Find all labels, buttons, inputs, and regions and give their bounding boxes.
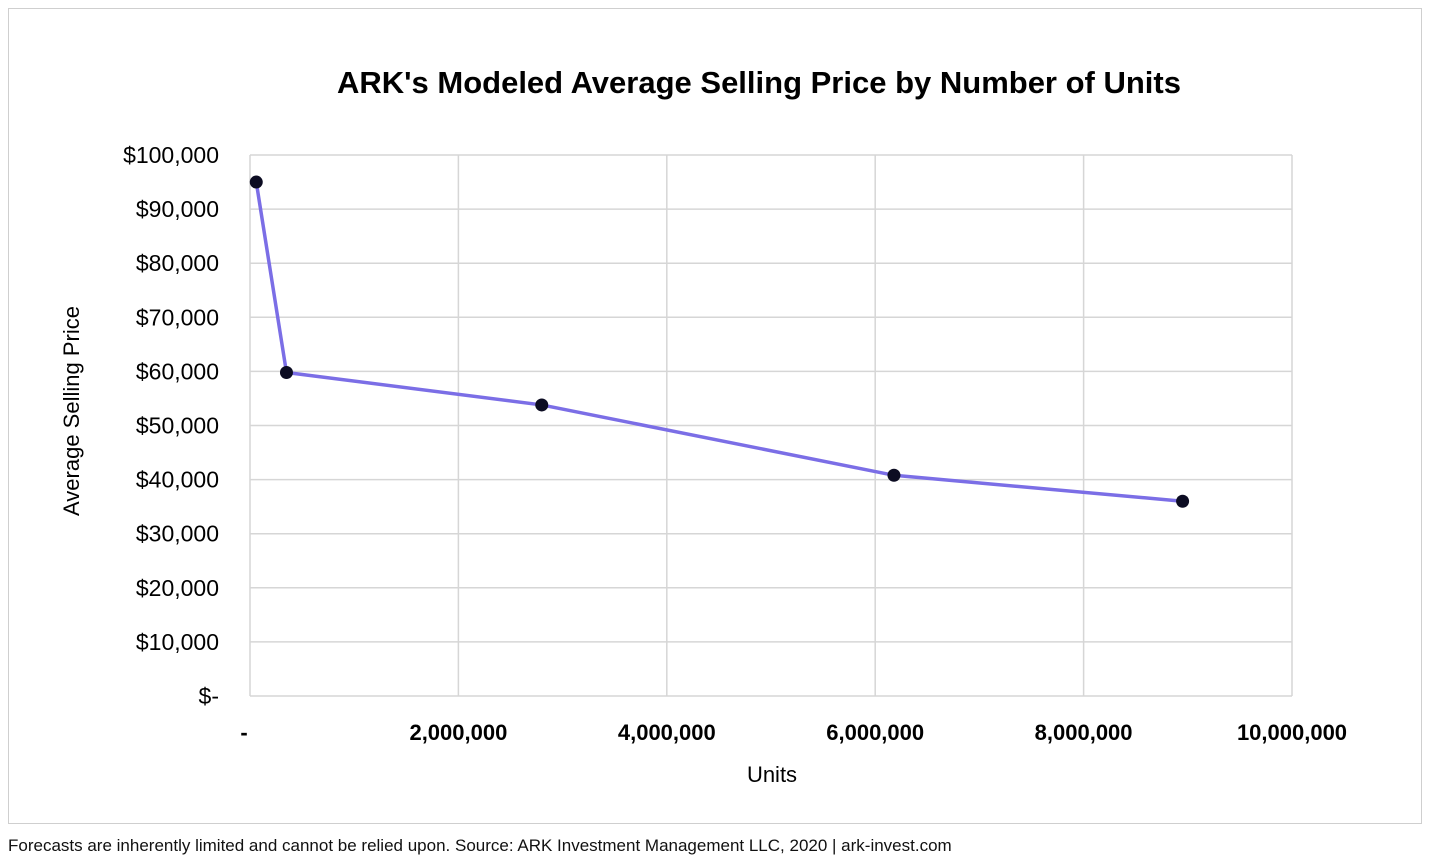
y-tick-label: $80,000 (136, 250, 219, 276)
x-tick-label: 6,000,000 (826, 720, 924, 745)
x-tick-label: 10,000,000 (1237, 720, 1347, 745)
data-point (535, 398, 549, 412)
data-point (887, 468, 901, 482)
x-tick-label: 4,000,000 (618, 720, 716, 745)
y-tick-label: $30,000 (136, 521, 219, 547)
x-axis-ticks: - 2,000,000 4,000,000 6,000,000 8,000,000 10,… (240, 720, 1347, 745)
y-tick-label: $60,000 (136, 358, 219, 384)
data-point (1176, 494, 1190, 508)
y-tick-label: $70,000 (136, 304, 219, 330)
x-tick-label: 2,000,000 (409, 720, 507, 745)
footer-note: Forecasts are inherently limited and can… (8, 836, 952, 855)
y-axis-ticks: $- $10,000 $20,000 $30,000 $40,000 $50,000 $60… (123, 142, 219, 709)
grid (249, 154, 1293, 697)
y-tick-label: $90,000 (136, 196, 219, 222)
chart-frame (8, 8, 1422, 824)
y-tick-label: $10,000 (136, 629, 219, 655)
x-tick-label: - (240, 720, 247, 745)
data-point (249, 175, 263, 189)
y-tick-label: $50,000 (136, 413, 219, 439)
y-tick-label: $100,000 (123, 142, 219, 168)
y-tick-label: $- (199, 683, 219, 709)
series-line (254, 181, 1183, 503)
chart-title: ARK's Modeled Average Selling Price by N… (337, 65, 1181, 100)
y-tick-label: $40,000 (136, 467, 219, 493)
x-axis-label: Units (747, 762, 797, 787)
x-tick-label: 8,000,000 (1035, 720, 1133, 745)
series (249, 175, 1190, 508)
y-axis-label: Average Selling Price (59, 306, 84, 516)
y-tick-label: $20,000 (136, 575, 219, 601)
data-point (279, 365, 293, 379)
